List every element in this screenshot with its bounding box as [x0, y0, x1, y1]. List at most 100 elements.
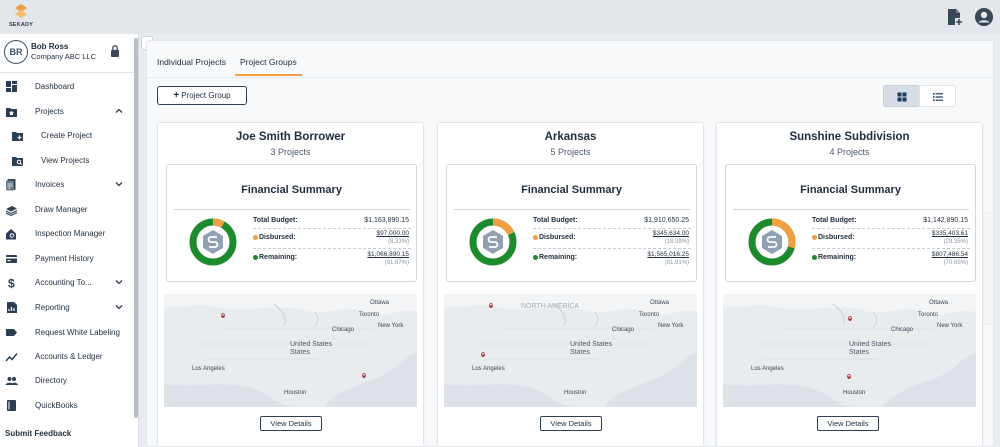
- map-label-toronto: Toronto: [639, 312, 660, 318]
- total-budget-value: $1,163,890.15: [364, 217, 409, 224]
- map-label-houston: Houston: [843, 390, 865, 396]
- group-project-count: 5 Projects: [550, 147, 591, 157]
- remaining-label: Remaining:: [259, 254, 298, 261]
- disbursed-value[interactable]: $97,000.00: [376, 230, 409, 237]
- map-pin-icon[interactable]: [221, 313, 225, 318]
- grid-view-button[interactable]: [883, 85, 920, 107]
- financial-summary-title: Financial Summary: [241, 184, 342, 196]
- view-details-button[interactable]: View Details: [260, 416, 322, 431]
- dashboard-icon: [6, 81, 17, 92]
- add-project-group-button[interactable]: + Project Group: [157, 86, 247, 105]
- dollar-icon: $: [8, 277, 15, 290]
- sidebar-item-payment-history[interactable]: Payment History: [0, 248, 134, 270]
- budget-donut-chart: [469, 218, 517, 266]
- user-profile[interactable]: BR Bob Ross Company ABC LLC: [4, 40, 130, 66]
- sidebar-item-directory[interactable]: Directory: [0, 370, 134, 392]
- active-tab-indicator: [235, 74, 302, 76]
- map-pin-icon[interactable]: [847, 374, 851, 379]
- user-name: Bob Ross: [31, 42, 69, 51]
- map-label-new-york: New York: [658, 323, 684, 329]
- sidebar-item-view-projects[interactable]: View Projects: [0, 150, 134, 172]
- chevron-up-icon: [115, 108, 123, 113]
- map-label-toronto: Toronto: [359, 312, 380, 318]
- sidebar-item-label: Draw Manager: [35, 205, 88, 214]
- map-label-new-york: New York: [937, 323, 963, 329]
- sidebar-item-dashboard[interactable]: Dashboard: [0, 76, 134, 98]
- map-label-los-angeles: Los Angeles: [751, 366, 784, 372]
- disbursed-label: Disbursed:: [259, 234, 296, 241]
- project-map-container: Ottawa Toronto New York Chicago United S…: [164, 294, 417, 407]
- remaining-row-label: Remaining:: [533, 254, 577, 261]
- folder-home-icon: [6, 108, 17, 117]
- disbursed-row-label: Disbursed:: [253, 234, 296, 241]
- sidebar-item-label: Dashboard: [35, 82, 75, 91]
- report-icon: [7, 302, 17, 313]
- sidebar-item-reporting[interactable]: Reporting: [0, 297, 134, 319]
- map-label-ottawa: Ottawa: [370, 300, 390, 306]
- sidebar-scrollbar[interactable]: [134, 38, 138, 418]
- disbursed-row-label: Disbursed:: [812, 234, 855, 241]
- sidebar-item-accounts-ledger[interactable]: Accounts & Ledger: [0, 346, 134, 368]
- main-panel: Individual Projects Project Groups + Proj…: [146, 40, 994, 447]
- disbursed-percent: (29.35%): [943, 239, 968, 245]
- remaining-percent: (70.65%): [943, 260, 968, 266]
- remaining-legend-dot: [533, 254, 538, 260]
- remaining-value[interactable]: $807,486.54: [931, 251, 968, 258]
- map-pin-icon[interactable]: [481, 352, 485, 357]
- financial-summary-divider: [454, 209, 690, 210]
- donut-disbursed-segment: [748, 218, 796, 266]
- remaining-legend-dot: [253, 254, 258, 260]
- map-label-los-angeles: Los Angeles: [472, 366, 505, 372]
- sidebar-item-projects[interactable]: Projects: [0, 101, 134, 123]
- remaining-percent: (91.67%): [384, 260, 409, 266]
- project-group-card: Sunshine Subdivision 4 Projects Financia…: [716, 122, 983, 446]
- group-project-count: 4 Projects: [829, 147, 870, 157]
- project-map[interactable]: Ottawa Toronto New York Chicago United S…: [723, 294, 976, 407]
- tab-project-groups[interactable]: Project Groups: [240, 57, 297, 67]
- view-details-button[interactable]: View Details: [817, 416, 879, 431]
- project-map[interactable]: Ottawa Toronto New York Chicago United S…: [164, 294, 417, 407]
- new-document-icon[interactable]: [944, 7, 964, 27]
- map-label-united-states: United States: [570, 341, 613, 348]
- financial-summary-divider: [174, 209, 410, 210]
- submit-feedback-link[interactable]: Submit Feedback: [5, 429, 72, 438]
- remaining-value[interactable]: $1,066,890.15: [367, 251, 409, 258]
- project-group-card: Arkansas 5 Projects Financial Summary To…: [437, 122, 704, 446]
- list-view-button[interactable]: [919, 85, 956, 107]
- sidebar-item-create-project[interactable]: Create Project: [0, 125, 134, 147]
- account-circle-icon[interactable]: [974, 7, 994, 27]
- map-label-toronto: Toronto: [918, 312, 939, 318]
- sekady-logo-icon: [762, 230, 782, 254]
- people-icon: [5, 377, 18, 385]
- sidebar-item-label: QuickBooks: [35, 401, 78, 410]
- top-bar: SEKADY: [0, 0, 1000, 34]
- disbursed-label: Disbursed:: [539, 234, 576, 241]
- map-pin-icon[interactable]: [362, 373, 366, 378]
- remaining-row-label: Remaining:: [812, 254, 856, 261]
- sidebar-item-accounting-to[interactable]: $ Accounting To...: [0, 272, 134, 294]
- sidebar-item-invoices[interactable]: Invoices: [0, 174, 134, 196]
- view-details-button[interactable]: View Details: [540, 416, 602, 431]
- remaining-value[interactable]: $1,565,016.25: [647, 251, 689, 258]
- sidebar-item-quickbooks[interactable]: QuickBooks: [0, 395, 134, 417]
- map-pin-icon[interactable]: [489, 303, 493, 308]
- lock-icon[interactable]: [110, 45, 120, 57]
- user-company: Company ABC LLC: [31, 52, 97, 61]
- app-logo[interactable]: SEKADY: [6, 3, 36, 31]
- disbursed-value[interactable]: $345,634.00: [652, 230, 689, 237]
- sidebar-item-draw-manager[interactable]: Draw Manager: [0, 199, 134, 221]
- sidebar-item-request-white-labeling[interactable]: Request White Labeling: [0, 322, 134, 344]
- project-map[interactable]: Ottawa Toronto New York Chicago United S…: [444, 294, 697, 407]
- disbursed-value[interactable]: $335,403.61: [931, 230, 968, 237]
- sidebar-item-inspection-manager[interactable]: Inspection Manager: [0, 223, 134, 245]
- tabs-divider: [147, 77, 993, 78]
- map-label-states: States: [849, 349, 869, 356]
- project-map-container: Ottawa Toronto New York Chicago United S…: [723, 294, 976, 407]
- tab-individual-projects[interactable]: Individual Projects: [157, 57, 226, 67]
- financial-summary: Financial Summary Total Budget: $1,910,6…: [446, 164, 697, 282]
- invoices-icon: [6, 179, 16, 191]
- map-label-states: States: [570, 349, 590, 356]
- map-pin-icon[interactable]: [848, 316, 852, 321]
- disbursed-label: Disbursed:: [818, 234, 855, 241]
- logo-icon: [15, 4, 27, 18]
